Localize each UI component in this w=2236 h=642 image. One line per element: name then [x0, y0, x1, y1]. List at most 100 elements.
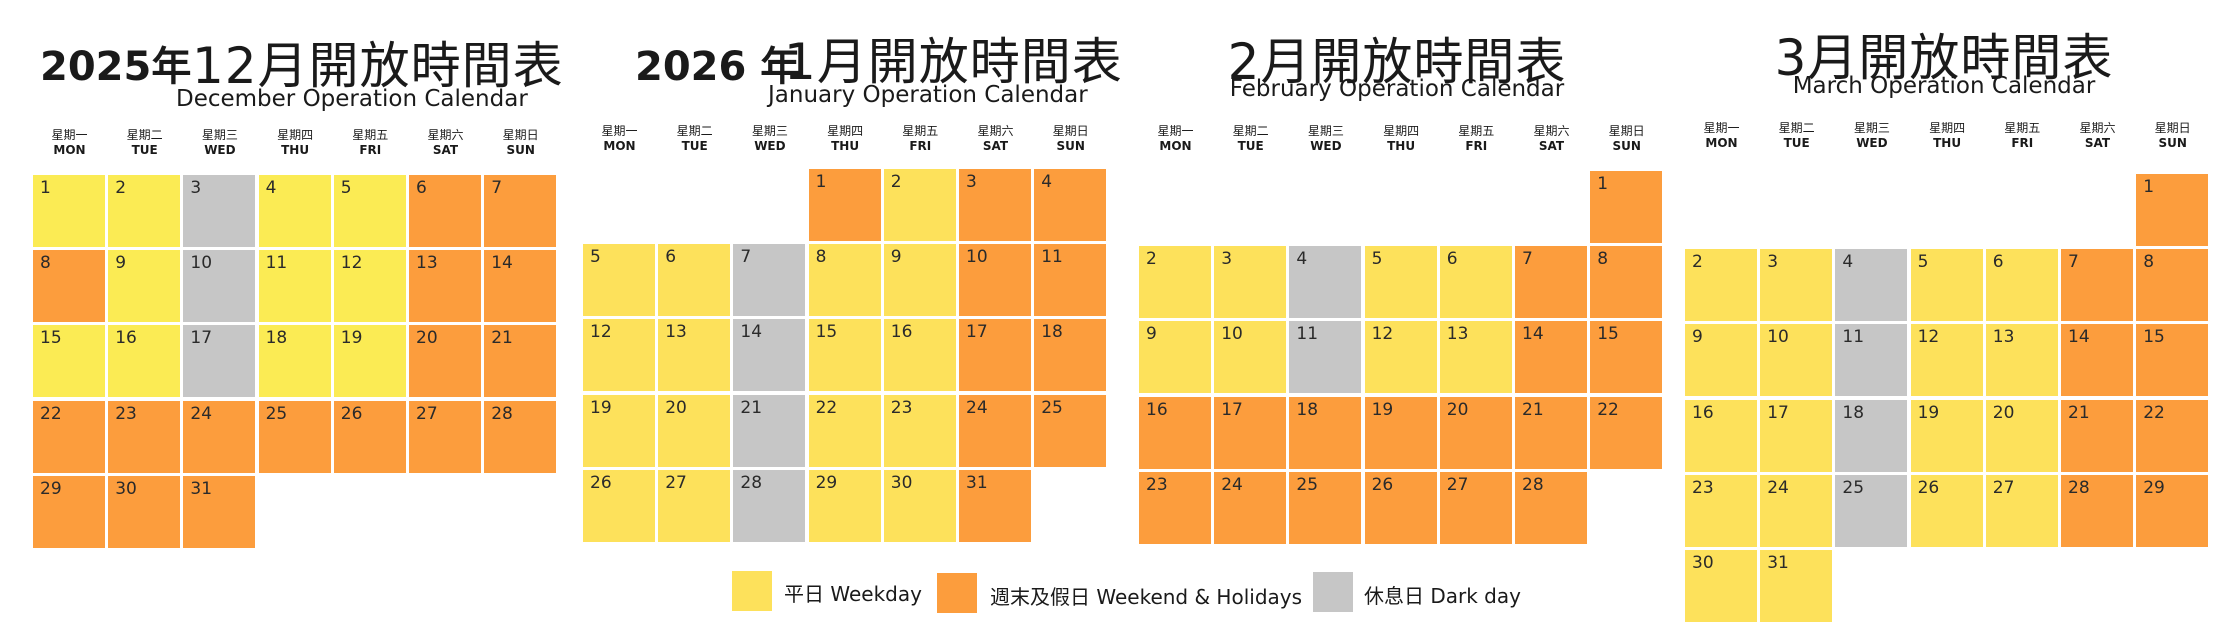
day-number: 10 — [1767, 327, 1789, 348]
day-cell: 7 — [733, 244, 806, 317]
day-number: 23 — [890, 397, 913, 418]
weekday-zh: 星期四 — [1383, 124, 1420, 138]
weekday-en: SUN — [506, 143, 535, 157]
weekday-zh: 星期三 — [1307, 124, 1344, 138]
day-cell: 8 — [2136, 249, 2209, 322]
day-cell: 12 — [583, 319, 655, 392]
day-number: 11 — [1296, 324, 1319, 345]
day-cell: 21 — [484, 325, 557, 398]
day-cell: 16 — [108, 325, 181, 398]
day-cell: 6 — [409, 175, 481, 247]
day-number: 20 — [1446, 399, 1469, 420]
year-label: 2025年 — [40, 44, 192, 90]
day-number: 16 — [1146, 399, 1168, 420]
day-cell: 3 — [1760, 249, 1833, 322]
weekday-header-sat: 星期六 SAT — [958, 124, 1033, 154]
day-number: 20 — [416, 328, 438, 349]
day-number: 31 — [966, 472, 988, 493]
day-number: 8 — [815, 247, 827, 268]
day-number: 19 — [1917, 402, 1940, 423]
weekday-en: MON — [1705, 136, 1738, 150]
month-subtitle: March Operation Calendar — [1792, 73, 2096, 99]
day-number: 13 — [1446, 324, 1469, 345]
day-number: 31 — [190, 478, 213, 499]
weekday-en: MON — [1159, 139, 1192, 153]
weekday-zh: 星期五 — [902, 124, 939, 138]
month-subtitle: January Operation Calendar — [768, 82, 1088, 108]
day-cell: 23 — [1685, 474, 1757, 547]
day-number: 8 — [1597, 249, 1609, 270]
day-cell: 27 — [409, 400, 481, 473]
day-cell: 7 — [2061, 249, 2133, 322]
day-cell: 17 — [1214, 396, 1287, 469]
day-cell: 20 — [1439, 396, 1512, 469]
weekday-zh: 星期日 — [502, 128, 539, 142]
day-cell: 16 — [1139, 396, 1211, 469]
day-cell: 4 — [258, 175, 331, 247]
day-number: 10 — [966, 247, 988, 268]
day-number: 12 — [340, 253, 363, 274]
day-cell: 9 — [108, 250, 181, 323]
weekday-en: FRI — [2011, 136, 2034, 150]
day-cell: 27 — [1439, 471, 1512, 544]
day-cell: 28 — [733, 469, 806, 542]
day-cell: 18 — [1835, 399, 1908, 472]
day-cell: 14 — [2061, 324, 2133, 397]
weekday-header-tue: 星期二 TUE — [107, 128, 182, 158]
day-number: 3 — [1221, 249, 1233, 270]
weekday-zh: 星期日 — [2154, 121, 2191, 135]
day-number: 12 — [1917, 327, 1940, 348]
day-number: 13 — [416, 253, 438, 274]
day-number: 7 — [491, 178, 503, 198]
weekday-header-sat: 星期六 SAT — [1514, 124, 1589, 154]
day-number: 10 — [190, 253, 213, 274]
day-number: 21 — [491, 328, 513, 349]
day-number: 30 — [890, 472, 913, 493]
weekday-header-mon: 星期一 MON — [32, 128, 107, 158]
day-number: 23 — [1146, 474, 1168, 495]
day-cell: 3 — [183, 175, 256, 247]
day-cell: 2 — [1685, 249, 1757, 322]
weekday-header-fri: 星期五 FRI — [883, 124, 958, 154]
day-number: 25 — [1296, 474, 1319, 495]
day-number: 26 — [1371, 474, 1394, 495]
day-cell: 23 — [883, 394, 956, 467]
weekday-en: SAT — [432, 143, 459, 157]
day-number: 1 — [40, 178, 51, 198]
day-cell: 28 — [484, 400, 557, 473]
day-number: 3 — [190, 178, 202, 198]
day-cell: 1 — [33, 175, 105, 247]
day-cell: 10 — [183, 250, 256, 323]
month-title: 2月開放時間表 — [1227, 33, 1567, 91]
weekday-header-wed: 星期三 WED — [182, 128, 257, 158]
day-cell: 5 — [1364, 246, 1437, 319]
day-cell: 23 — [1139, 471, 1211, 544]
day-cell: 12 — [1910, 324, 1983, 397]
day-number: 11 — [1041, 247, 1063, 268]
day-cell: 4 — [1034, 169, 1107, 241]
day-number: 5 — [1371, 249, 1383, 270]
day-cell: 30 — [883, 469, 956, 542]
day-number: 30 — [1692, 553, 1714, 573]
day-number: 6 — [665, 247, 677, 268]
weekday-zh: 星期一 — [51, 128, 88, 142]
legend-label-dark: 休息日 Dark day — [1364, 584, 1521, 608]
weekday-header-wed: 星期三 WED — [732, 124, 807, 154]
weekday-en: THU — [1933, 136, 1962, 150]
weekday-zh: 星期三 — [1853, 121, 1890, 135]
weekday-header-thu: 星期四 THU — [258, 128, 333, 158]
day-number: 18 — [1296, 399, 1319, 420]
day-number: 18 — [1842, 402, 1865, 423]
day-number: 8 — [2143, 252, 2155, 273]
day-number: 10 — [1221, 324, 1243, 345]
day-number: 14 — [1522, 324, 1544, 345]
day-number: 7 — [1522, 249, 1533, 270]
day-number: 11 — [1842, 327, 1865, 348]
weekday-en: TUE — [681, 139, 708, 153]
day-number: 24 — [966, 397, 988, 418]
weekday-en: WED — [754, 139, 786, 153]
day-number: 6 — [1446, 249, 1458, 270]
day-cell: 24 — [1214, 471, 1287, 544]
day-cell: 13 — [658, 319, 731, 392]
day-cell: 11 — [1289, 321, 1362, 394]
